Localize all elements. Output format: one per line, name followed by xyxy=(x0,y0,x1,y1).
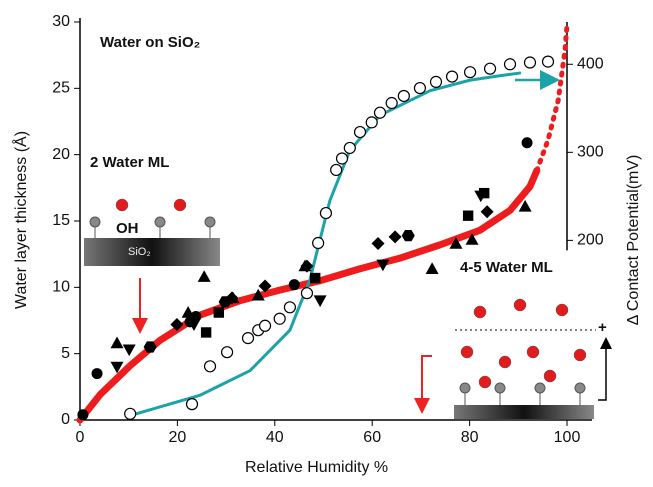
marker xyxy=(449,237,463,249)
y-tick-label: 5 xyxy=(61,345,70,362)
marker xyxy=(480,205,494,219)
marker xyxy=(343,141,356,155)
marker xyxy=(258,319,272,332)
x-tick-label: 40 xyxy=(266,429,284,446)
y-tick-label: 20 xyxy=(52,146,70,163)
marker xyxy=(124,407,137,420)
y-tick-label: 25 xyxy=(52,80,70,97)
marker xyxy=(521,137,533,149)
y2-tick-label: 400 xyxy=(577,55,604,72)
marker xyxy=(518,199,532,212)
marker xyxy=(413,81,427,95)
marker xyxy=(465,233,479,245)
marker xyxy=(385,96,398,110)
x-axis-label: Relative Humidity % xyxy=(245,459,388,476)
marker xyxy=(353,125,367,139)
marker xyxy=(288,279,300,291)
marker xyxy=(425,262,439,274)
marker xyxy=(365,116,378,129)
marker xyxy=(479,187,490,199)
marker xyxy=(77,409,89,421)
x-tick-label: 60 xyxy=(363,429,381,446)
y-tick-label: 30 xyxy=(52,13,70,30)
marker xyxy=(313,295,327,308)
y-tick-label: 10 xyxy=(52,279,70,296)
marker xyxy=(220,346,234,359)
marker xyxy=(483,62,497,75)
water-molecules xyxy=(115,198,587,389)
marker xyxy=(181,306,195,318)
marker xyxy=(376,259,390,272)
chart-title: Water on SiO₂ xyxy=(100,34,200,51)
annotation: 4-5 Water ML xyxy=(460,259,553,276)
illustrations: Water on SiO₂ 2 Water ML 4-5 Water ML OH… xyxy=(84,34,612,419)
marker xyxy=(241,332,255,345)
marker xyxy=(283,301,296,314)
marker xyxy=(258,279,272,293)
marker xyxy=(523,56,537,69)
marker xyxy=(143,341,157,353)
marker xyxy=(300,259,314,273)
marker xyxy=(371,237,385,251)
annotation: OH xyxy=(116,220,139,237)
marker xyxy=(197,270,211,282)
y2-axis-label: Δ Contact Potential(mV) xyxy=(625,155,642,326)
y-axis-label: Water layer thickness (Å) xyxy=(11,131,30,309)
marker xyxy=(463,66,477,79)
marker xyxy=(310,272,321,284)
marker xyxy=(397,89,410,103)
annotation: SiO₂ xyxy=(128,246,151,258)
x-tick-label: 20 xyxy=(169,429,187,446)
marker xyxy=(330,163,343,177)
marker xyxy=(335,152,349,165)
marker xyxy=(462,210,474,221)
marker xyxy=(300,287,314,300)
marker xyxy=(187,319,201,331)
annotation: + xyxy=(598,319,607,336)
y-tick-label: 15 xyxy=(52,212,70,229)
plot-area: 0 20 40 60 80 100 0 5 10 15 20 25 30 200 300 400 xyxy=(52,13,604,446)
marker xyxy=(213,307,224,318)
marker xyxy=(110,361,124,374)
substrate xyxy=(84,238,220,266)
x-tick-label: 80 xyxy=(461,429,479,446)
marker xyxy=(170,317,184,331)
marker xyxy=(218,296,232,308)
arrow xyxy=(598,337,612,401)
x-tick-label: 0 xyxy=(76,429,85,446)
marker xyxy=(312,236,325,250)
marker xyxy=(503,58,517,71)
substrate xyxy=(454,405,594,419)
marker xyxy=(401,229,415,242)
marker xyxy=(190,311,202,323)
marker xyxy=(319,206,333,220)
marker xyxy=(429,75,443,88)
arrow xyxy=(414,355,432,414)
y2-tick-label: 300 xyxy=(577,144,604,161)
marker xyxy=(541,55,555,68)
marker xyxy=(200,327,212,338)
marker xyxy=(388,230,402,244)
marker xyxy=(110,336,124,349)
marker xyxy=(185,398,199,411)
annotation: 2 Water ML xyxy=(90,154,169,171)
fit-line xyxy=(128,71,522,418)
marker xyxy=(445,70,459,83)
marker xyxy=(251,288,265,301)
x-tick-label: 100 xyxy=(554,429,581,446)
surface-groups xyxy=(89,216,586,405)
marker xyxy=(273,312,286,325)
marker xyxy=(91,368,103,380)
y2-tick-label: 200 xyxy=(577,232,604,249)
marker xyxy=(122,344,136,357)
y-tick-label: 0 xyxy=(61,411,70,428)
fit-line-dotted xyxy=(534,22,570,174)
marker xyxy=(373,106,387,119)
marker xyxy=(203,360,217,373)
